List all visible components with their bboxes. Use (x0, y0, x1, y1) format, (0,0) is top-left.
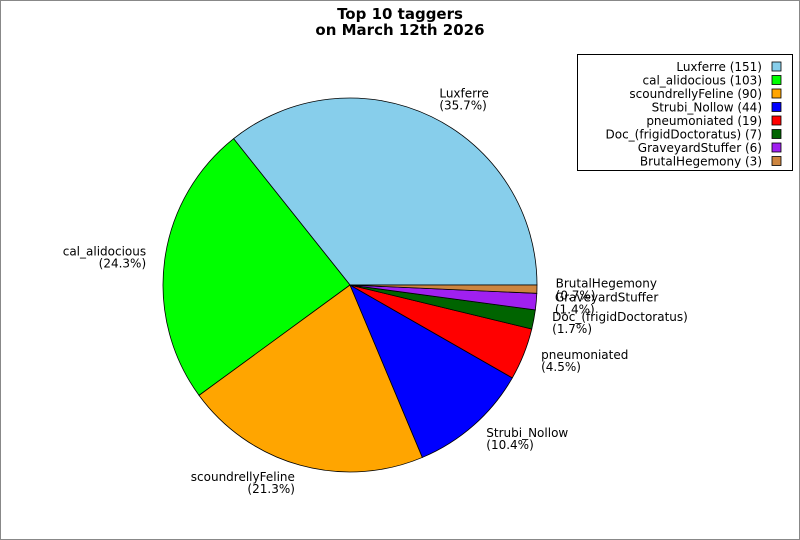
slice-percent: (0.7%) (556, 289, 596, 303)
slice-percent: (10.4%) (486, 438, 533, 452)
slice-percent: (35.7%) (439, 99, 486, 113)
chart-title: on March 12th 2026 (315, 21, 484, 39)
legend-box (577, 54, 793, 171)
legend-swatch (771, 75, 782, 85)
legend-swatch (771, 156, 782, 166)
legend-label: Luxferre (151) (676, 60, 762, 74)
slice-percent: (24.3%) (99, 257, 146, 271)
legend-swatch (771, 61, 782, 72)
legend-swatch (771, 115, 782, 126)
slice-label: cal_alidocious (63, 245, 146, 259)
slice-percent: (21.3%) (247, 482, 294, 496)
slice-label: scoundrellyFeline (191, 470, 295, 484)
slice-label: Strubi_Nollow (486, 426, 568, 440)
legend-label: BrutalHegemony (3) (640, 155, 762, 169)
slice-label: pneumoniated (541, 348, 628, 362)
legend-swatch (771, 129, 782, 139)
pie-slice (198, 284, 423, 473)
pie-slice (349, 284, 513, 458)
legend-label: Doc_(frigidDoctoratus) (7) (606, 128, 763, 142)
slice-percent: (1.4%) (555, 302, 595, 316)
legend-swatch (771, 102, 782, 112)
slice-label: Luxferre (439, 87, 489, 101)
legend-swatch (771, 88, 782, 99)
legend-label: Strubi_Nollow (44) (652, 101, 762, 115)
legend-swatch (771, 142, 782, 153)
slice-label: GraveyardStuffer (555, 290, 658, 304)
pie-slice (349, 284, 538, 294)
slice-percent: (1.7%) (552, 322, 592, 336)
legend-label: GraveyardStuffer (6) (638, 141, 762, 155)
slice-label: BrutalHegemony (556, 277, 657, 291)
legend-label: cal_alidocious (103) (643, 74, 762, 88)
pie-slice (162, 138, 351, 396)
legend-label: scoundrellyFeline (90) (629, 87, 762, 101)
chart-title: Top 10 taggers (337, 5, 463, 23)
slice-label: Doc_(frigidDoctoratus) (552, 310, 688, 324)
legend-label: pneumoniated (19) (646, 114, 762, 128)
slice-percent: (4.5%) (541, 360, 581, 374)
pie-slice (233, 97, 538, 286)
